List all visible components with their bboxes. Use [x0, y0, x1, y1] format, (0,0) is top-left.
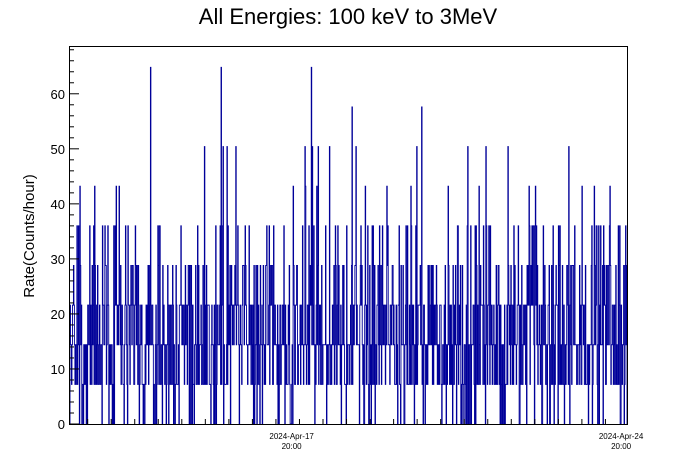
y-tick-label: 10 [51, 362, 65, 377]
y-axis: 0 10 20 30 40 50 60 [51, 49, 79, 432]
x-tick-time-label: 20:00 [282, 442, 303, 451]
x-tick-time-label: 20:00 [611, 442, 632, 451]
x-tick-date-label: 2024-Apr-24 [599, 432, 644, 441]
x-tick-date-label: 2024-Apr-17 [269, 432, 314, 441]
y-tick-label: 20 [51, 307, 65, 322]
y-axis-label: Rate(Counts/hour) [21, 174, 38, 297]
y-tick-label: 40 [51, 197, 65, 212]
y-tick-label: 60 [51, 87, 65, 102]
y-tick-label: 50 [51, 142, 65, 157]
histogram-series [69, 66, 628, 425]
plot-frame [69, 46, 628, 425]
chart-title: All Energies: 100 keV to 3MeV [199, 4, 498, 29]
y-tick-label: 0 [58, 417, 65, 432]
histogram-bars [69, 66, 628, 425]
y-tick-label: 30 [51, 252, 65, 267]
